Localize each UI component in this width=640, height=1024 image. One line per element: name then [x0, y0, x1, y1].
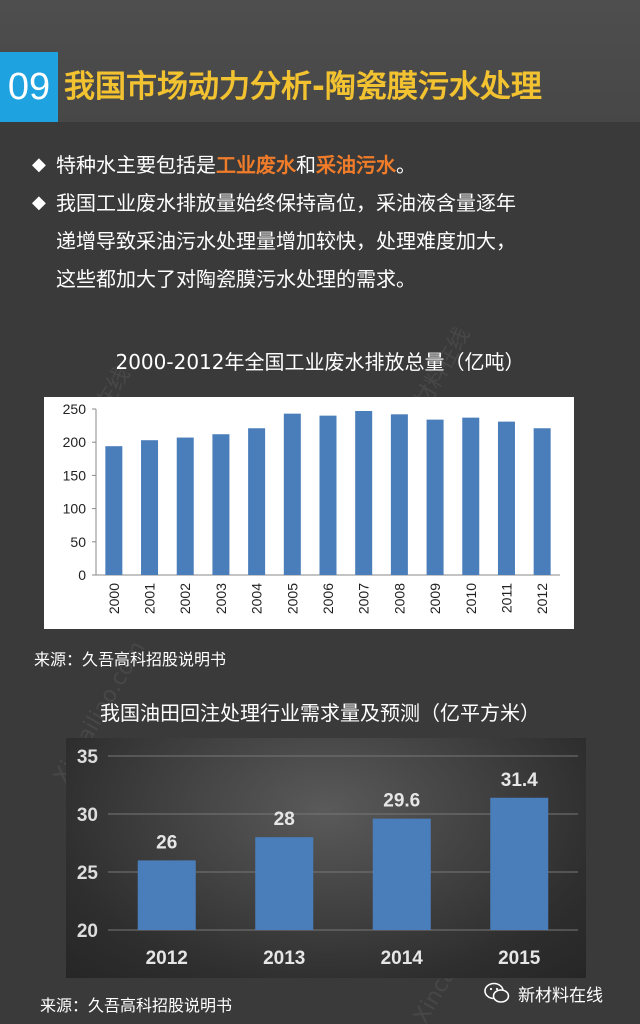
chart1-panel: 0 50 100 150 200 250 2000 2001 2002 2003 2004 2005 2… [44, 397, 574, 629]
bar [105, 446, 123, 575]
bullet-list: ◆ 特种水主要包括是工业废水和采油污水。 ◆ 我国工业废水排放量始终保持高位，采… [32, 146, 622, 298]
bullet-line: 递增导致采油污水处理量增加较快，处理难度加大， [56, 229, 516, 253]
data-label: 26 [156, 832, 177, 853]
chart1-title: 2000-2012年全国工业废水排放总量（亿吨） [115, 350, 525, 374]
chart2-source: 来源：久吾高科招股说明书 [40, 996, 233, 1015]
x-tick-label: 2006 [320, 583, 336, 614]
chart1-svg: 0 50 100 150 200 250 2000 2001 2002 2003 2004 2005 2… [63, 401, 560, 614]
highlight-oil-wastewater: 采油污水 [316, 153, 396, 177]
bullet-item-2: ◆ 我国工业废水排放量始终保持高位，采油液含量逐年 递增导致采油污水处理量增加较… [32, 184, 622, 298]
x-tick-label: 2008 [391, 583, 407, 614]
diamond-bullet-icon: ◆ [32, 192, 46, 213]
x-tick-label: 2015 [498, 948, 541, 969]
x-tick-label: 2009 [427, 583, 443, 614]
chart2-svg: 20 25 30 35 26 2012 28 2013 29.6 2014 31.4 2015 [77, 747, 578, 969]
highlight-industrial-wastewater: 工业废水 [216, 153, 296, 177]
bullet-text: 和 [296, 153, 316, 177]
bullet-item-1: ◆ 特种水主要包括是工业废水和采油污水。 [32, 146, 622, 184]
chart2-title: 我国油田回注处理行业需求量及预测（亿平方米） [100, 701, 540, 725]
bar [141, 440, 159, 575]
x-tick-label: 2014 [381, 948, 424, 969]
brand-badge: 新材料在线 [484, 978, 603, 1008]
x-tick-label: 2000 [106, 583, 122, 614]
wechat-icon [484, 982, 510, 1003]
x-tick-label: 2011 [498, 583, 514, 613]
y-tick-label: 250 [63, 401, 87, 417]
diamond-bullet-icon: ◆ [32, 154, 46, 175]
bar [319, 415, 337, 575]
bar [390, 414, 408, 575]
y-tick-label: 20 [77, 921, 98, 942]
x-tick-label: 2012 [534, 583, 550, 614]
page-title: 我国市场动力分析-陶瓷膜污水处理 [64, 69, 542, 105]
bar [497, 421, 515, 575]
bar [248, 428, 266, 575]
bullet-text: 。 [396, 153, 416, 177]
bar [283, 413, 301, 575]
data-label: 29.6 [383, 791, 420, 812]
y-tick-label: 35 [77, 747, 99, 768]
x-tick-label: 2007 [356, 583, 372, 614]
bar [137, 860, 196, 930]
y-tick-label: 100 [63, 501, 87, 517]
chart1-source: 来源：久吾高科招股说明书 [34, 650, 227, 669]
y-tick-label: 200 [63, 434, 87, 450]
x-tick-label: 2003 [213, 583, 229, 614]
bar [462, 417, 480, 575]
y-tick-label: 30 [77, 805, 98, 826]
x-tick-label: 2010 [463, 583, 479, 614]
x-tick-label: 2004 [249, 583, 265, 614]
bar [372, 818, 431, 930]
data-label: 28 [274, 809, 295, 830]
bar [176, 437, 194, 575]
header-bar: 09 我国市场动力分析-陶瓷膜污水处理 [0, 0, 640, 122]
bar [490, 797, 549, 930]
bar [212, 434, 230, 575]
y-tick-label: 150 [63, 467, 87, 483]
y-tick-label: 50 [70, 534, 86, 550]
bar [355, 410, 373, 575]
x-tick-label: 2001 [142, 583, 158, 614]
brand-name: 新材料在线 [518, 985, 603, 1006]
bullet-text: 特种水主要包括是 [56, 153, 216, 177]
bullet-line: 这些都加大了对陶瓷膜污水处理的需求。 [56, 267, 416, 291]
y-tick-label: 0 [78, 567, 86, 583]
x-tick-label: 2005 [284, 583, 300, 614]
chart2-panel: 20 25 30 35 26 2012 28 2013 29.6 2014 31.4 2015 [66, 738, 586, 978]
bar [255, 837, 314, 930]
bar [533, 428, 551, 575]
section-number: 09 [0, 52, 58, 122]
bar [426, 419, 444, 575]
bullet-line: 我国工业废水排放量始终保持高位，采油液含量逐年 [56, 191, 516, 215]
data-label: 31.4 [501, 770, 538, 791]
x-tick-label: 2012 [146, 948, 188, 969]
y-tick-label: 25 [77, 863, 99, 884]
x-tick-label: 2013 [263, 948, 305, 969]
x-tick-label: 2002 [177, 583, 193, 614]
